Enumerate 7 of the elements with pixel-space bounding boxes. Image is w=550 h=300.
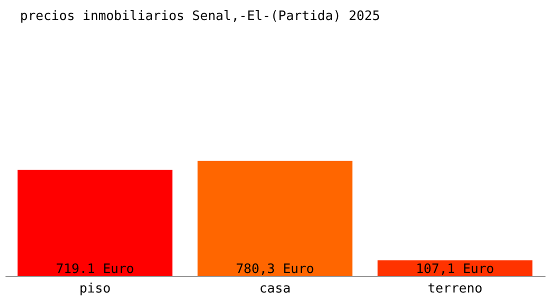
data-label: 719.1 Euro bbox=[56, 262, 134, 277]
x-tick-label: casa bbox=[259, 282, 291, 296]
data-label: 780,3 Euro bbox=[236, 262, 314, 277]
x-tick-label: terreno bbox=[428, 282, 482, 296]
x-tick-label: piso bbox=[79, 282, 111, 296]
data-label: 107,1 Euro bbox=[416, 262, 494, 277]
chart-title: precios inmobiliarios Senal,-El-(Partida) 2025 bbox=[20, 9, 380, 24]
